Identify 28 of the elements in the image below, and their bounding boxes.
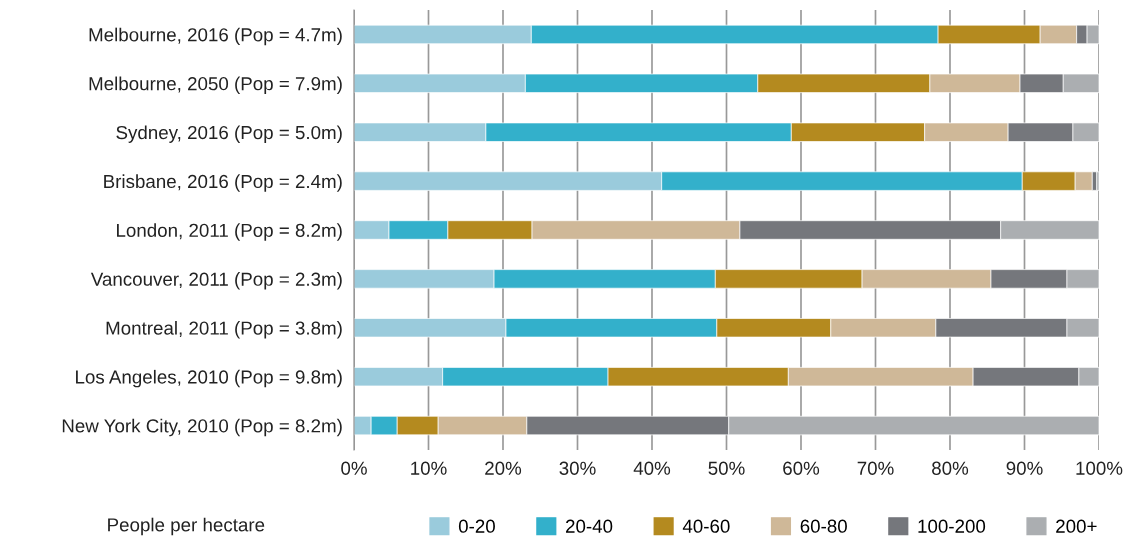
x-tick-label: 10%: [411, 461, 447, 475]
x-tick-label: 90%: [1006, 461, 1043, 475]
legend-title: People per hectare: [108, 517, 265, 536]
y-tick-label: Los Angeles, 2010 (Pop = 9.8m): [76, 369, 342, 388]
bar: [1096, 171, 1099, 191]
y-tick-label: Sydney, 2016 (Pop = 5.0m): [116, 125, 342, 143]
legend-label: 100-200: [918, 519, 986, 533]
legend-label: 20-40: [566, 519, 613, 533]
x-tick-label: 20%: [485, 461, 522, 475]
y-tick-label: Vancouver, 2011 (Pop = 2.3m): [90, 272, 342, 290]
y-tick-label: Melbourne, 2050 (Pop = 7.9m): [89, 76, 342, 95]
legend-label: 60-80: [800, 519, 847, 533]
x-tick-label: 80%: [932, 461, 969, 475]
y-tick-label: Melbourne, 2016 (Pop = 4.7m): [89, 27, 342, 46]
x-tick-label: 50%: [708, 461, 745, 475]
y-tick-label: New York City, 2010 (Pop = 8.2m): [62, 418, 342, 437]
x-tick-label: 40%: [633, 461, 671, 475]
y-tick-label: Brisbane, 2016 (Pop = 2.4m): [104, 174, 342, 192]
y-tick-label: London, 2011 (Pop = 8.2m): [117, 223, 342, 241]
legend-label: 40-60: [682, 519, 730, 533]
x-tick-label: 30%: [559, 461, 596, 475]
x-tick-label: 70%: [857, 461, 894, 475]
y-tick-label: Montreal, 2011 (Pop = 3.8m): [106, 320, 342, 339]
x-tick-label: 0%: [341, 461, 367, 475]
x-tick-label: 100%: [1076, 461, 1123, 475]
x-tick-label: 60%: [783, 461, 820, 475]
legend-label: 200+: [1056, 519, 1097, 533]
legend-label: 0-20: [458, 519, 495, 533]
